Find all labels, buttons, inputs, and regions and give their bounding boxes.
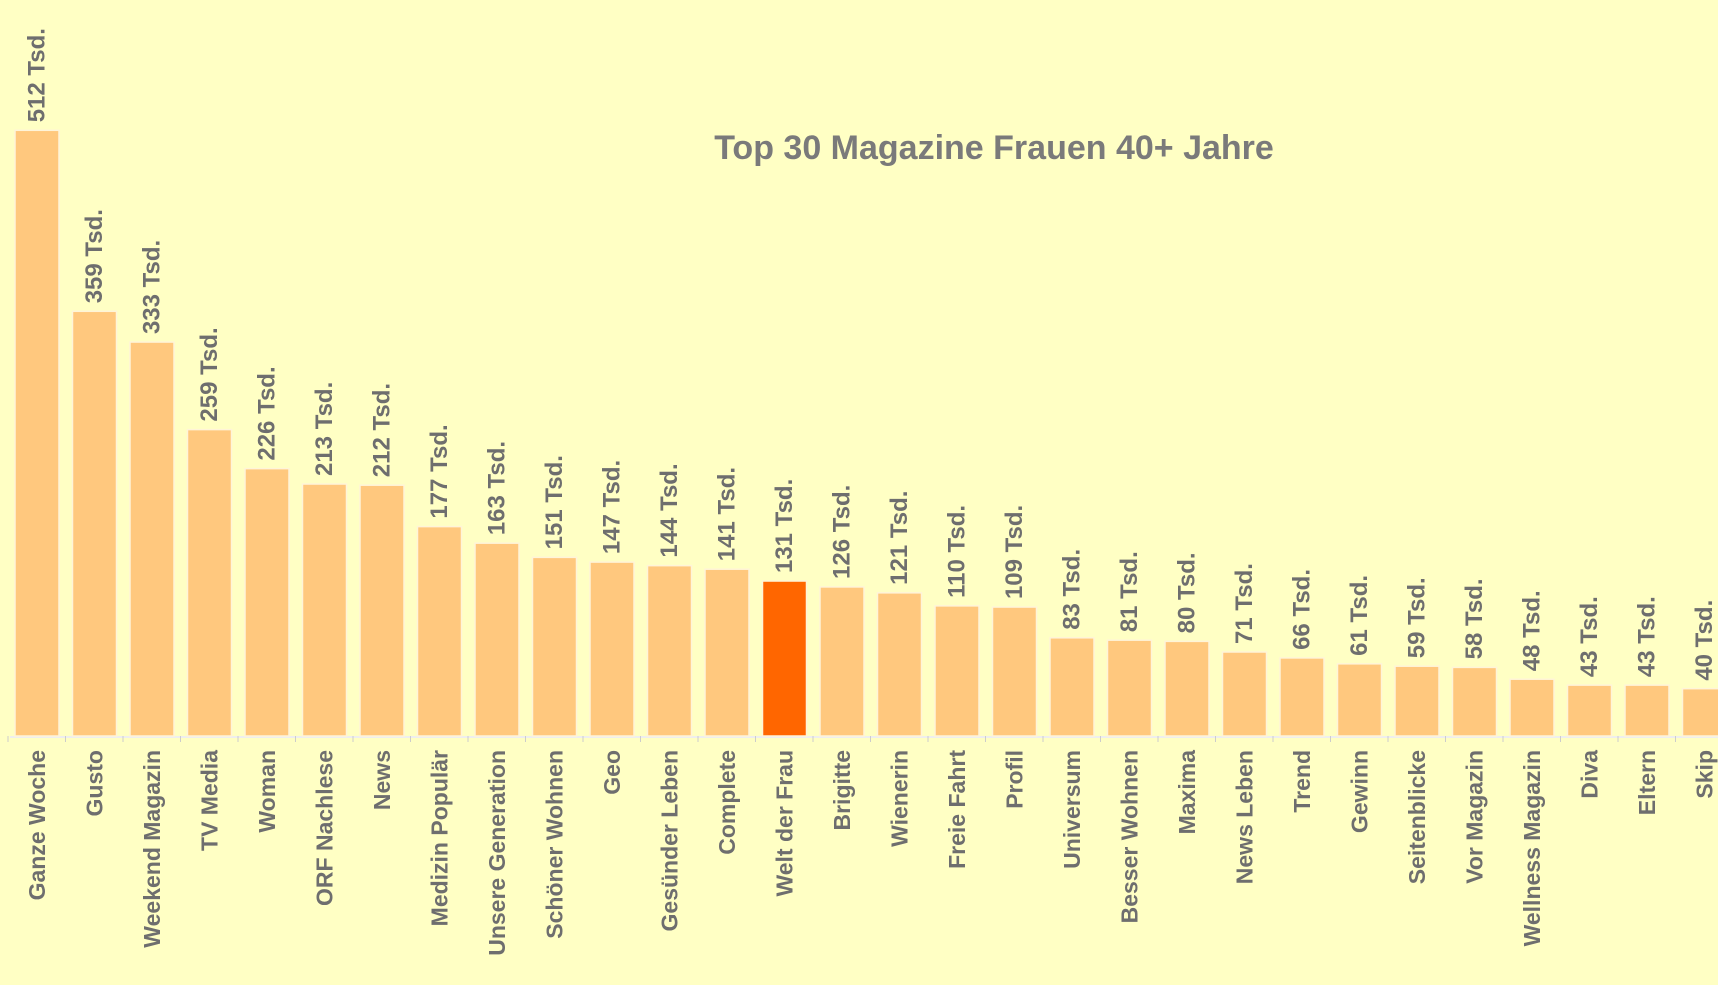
x-tick-label: News — [369, 750, 395, 810]
x-tick-label: Diva — [1577, 750, 1603, 799]
x-tick-label: Ganze Woche — [24, 750, 50, 900]
value-label: 213 Tsd. — [311, 382, 338, 476]
x-tick-label: Unsere Generation — [484, 750, 510, 956]
x-tick-label: Maxima — [1174, 750, 1200, 835]
value-label: 80 Tsd. — [1174, 552, 1201, 633]
value-label: 109 Tsd. — [1001, 505, 1028, 599]
value-label: 259 Tsd. — [196, 327, 223, 421]
value-label: 81 Tsd. — [1116, 551, 1143, 632]
x-tick-label: Weekend Magazin — [139, 750, 165, 948]
bar — [876, 592, 923, 737]
bar — [1164, 640, 1210, 737]
x-tick-label: ORF Nachlese — [312, 750, 338, 906]
value-label: 212 Tsd. — [369, 383, 396, 477]
x-tick-label: Gusto — [82, 750, 108, 816]
bar — [761, 580, 808, 737]
value-label: 144 Tsd. — [656, 463, 683, 557]
value-label: 141 Tsd. — [714, 467, 741, 561]
x-tick-label: Brigitte — [829, 750, 855, 831]
bar — [934, 605, 980, 737]
value-label: 512 Tsd. — [24, 28, 51, 122]
value-label: 40 Tsd. — [1691, 600, 1718, 681]
value-label: 61 Tsd. — [1346, 575, 1373, 656]
value-label: 48 Tsd. — [1519, 590, 1546, 671]
bar — [416, 525, 463, 737]
value-label: 131 Tsd. — [771, 479, 798, 573]
x-tick-label: Freie Fahrt — [944, 750, 970, 869]
value-label: 359 Tsd. — [81, 209, 108, 303]
x-tick-label: Besser Wohnen — [1117, 750, 1143, 923]
x-tick-label: Welt der Frau — [772, 750, 798, 897]
bar — [14, 129, 60, 737]
x-tick-label: Schöner Wohnen — [542, 750, 568, 939]
value-label: 58 Tsd. — [1461, 578, 1488, 659]
bar — [1624, 684, 1670, 737]
x-tick-label: Eltern — [1634, 750, 1660, 815]
x-tick-label: Woman — [254, 750, 280, 833]
chart-title: Top 30 Magazine Frauen 40+ Jahre — [714, 129, 1274, 167]
bar — [1336, 663, 1383, 737]
x-tick-label: Medizin Populär — [427, 750, 453, 926]
x-tick-label: Gewinn — [1347, 750, 1373, 833]
bar — [186, 428, 233, 737]
bar — [1566, 684, 1613, 737]
x-tick-label: Gesünder Leben — [657, 750, 683, 931]
bar — [589, 561, 635, 737]
bar — [1279, 657, 1325, 737]
value-label: 226 Tsd. — [254, 366, 281, 460]
bar — [646, 564, 693, 737]
value-label: 333 Tsd. — [139, 240, 166, 334]
value-label: 59 Tsd. — [1404, 577, 1431, 658]
value-label: 121 Tsd. — [886, 491, 913, 585]
bar — [1106, 639, 1153, 737]
x-tick-label: Profil — [1002, 750, 1028, 809]
bar — [1509, 678, 1555, 737]
value-label: 147 Tsd. — [599, 460, 626, 554]
x-tick-label: Trend — [1289, 750, 1315, 813]
bar — [474, 542, 520, 737]
x-tick-label: Vor Magazin — [1462, 750, 1488, 884]
bar — [359, 484, 405, 737]
value-label: 177 Tsd. — [426, 424, 453, 518]
value-label: 151 Tsd. — [541, 455, 568, 549]
x-tick-label: Wienerin — [887, 750, 913, 847]
x-tick-label: News Leben — [1232, 750, 1258, 884]
bar — [991, 606, 1038, 737]
x-tick-label: Wellness Magazin — [1519, 750, 1545, 946]
value-label: 163 Tsd. — [484, 441, 511, 535]
bar — [1221, 651, 1268, 737]
value-label: 66 Tsd. — [1289, 569, 1316, 650]
value-label: 43 Tsd. — [1576, 596, 1603, 677]
x-tick-label: TV Media — [197, 750, 223, 851]
bar — [1049, 637, 1095, 737]
value-label: 71 Tsd. — [1231, 563, 1258, 644]
value-label: 126 Tsd. — [829, 485, 856, 579]
value-label: 43 Tsd. — [1634, 596, 1661, 677]
bar — [704, 568, 750, 737]
x-tick-label: Complete — [714, 750, 740, 855]
x-tick-label: Universum — [1059, 750, 1085, 869]
bar — [1394, 665, 1440, 737]
bar — [1451, 666, 1498, 737]
x-tick-label: Seitenblicke — [1404, 750, 1430, 884]
value-label: 110 Tsd. — [944, 505, 971, 598]
bar — [301, 483, 348, 737]
x-tick-label: Geo — [599, 750, 625, 795]
bar — [819, 586, 865, 737]
bar — [244, 467, 290, 737]
bar — [129, 341, 175, 737]
x-tick-label: Skip — [1692, 750, 1718, 799]
bar — [531, 556, 578, 737]
value-label: 83 Tsd. — [1059, 549, 1086, 630]
bar — [1681, 687, 1718, 737]
bar — [71, 310, 118, 737]
